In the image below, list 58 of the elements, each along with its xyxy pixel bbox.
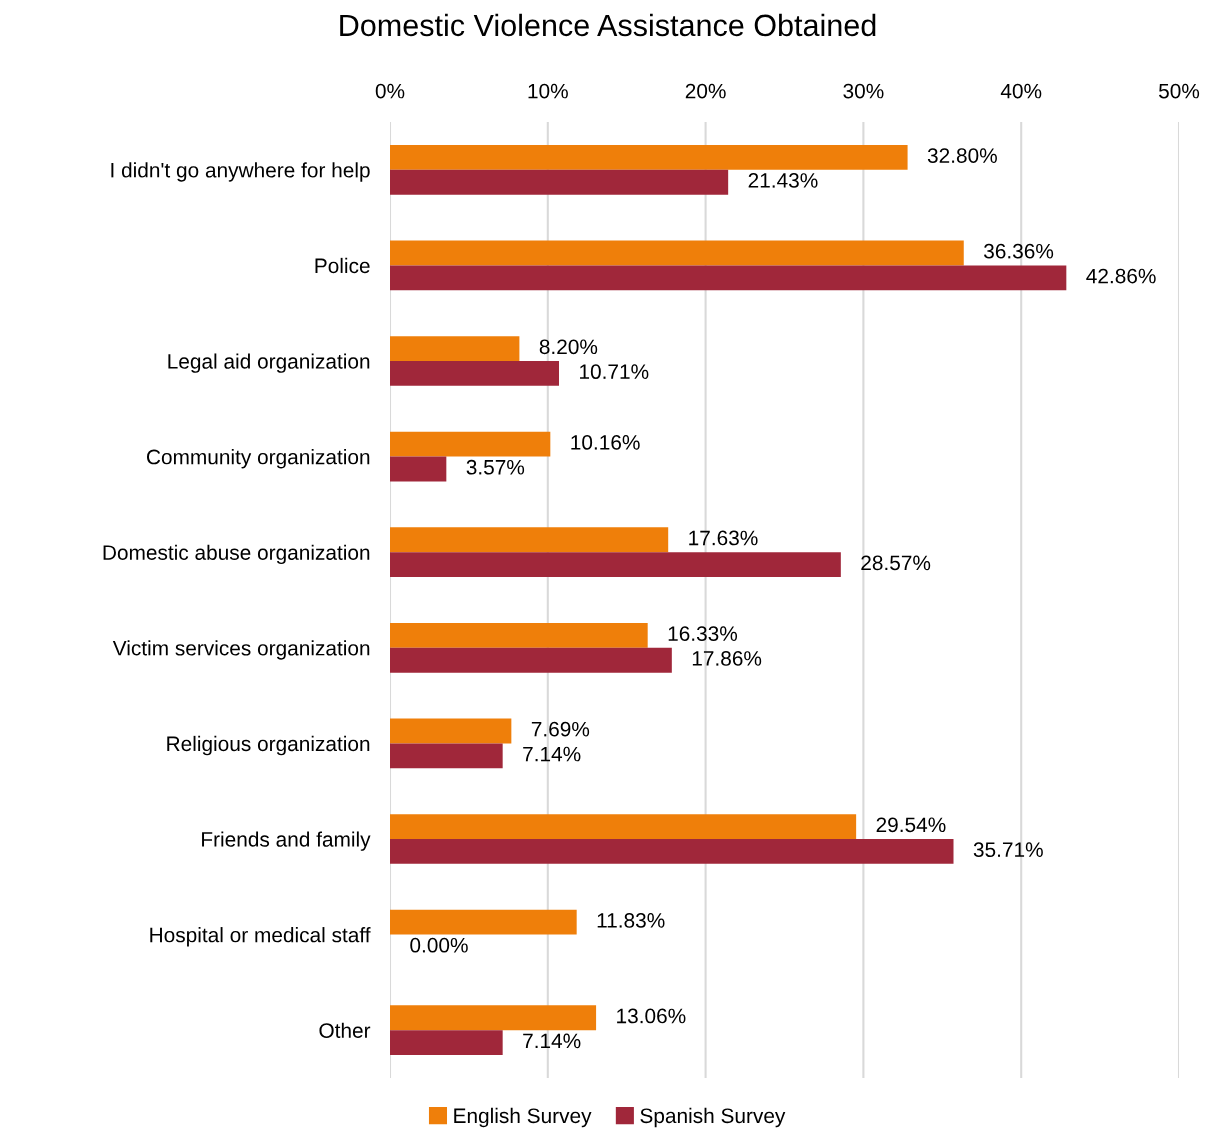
y-tick-label: Hospital or medical staff xyxy=(150,927,371,947)
y-tick-label: Domestic abuse organization xyxy=(103,544,370,565)
y-tick-label: Police xyxy=(315,257,370,274)
x-tick-label: 20% xyxy=(685,83,726,99)
bar xyxy=(390,622,648,648)
bar xyxy=(390,1005,597,1031)
data-label: 16.33% xyxy=(668,626,738,641)
bar xyxy=(390,431,551,457)
bar xyxy=(390,265,1067,291)
legend-label: Spanish Survey xyxy=(640,1107,786,1128)
bar xyxy=(390,909,577,935)
bar xyxy=(390,1030,503,1056)
bar xyxy=(390,456,447,482)
data-label: 10.71% xyxy=(580,364,649,380)
data-label: 42.86% xyxy=(1086,268,1156,284)
bar xyxy=(390,144,908,170)
y-tick-label: Friends and family xyxy=(202,831,371,851)
data-label: 8.20% xyxy=(539,339,598,355)
data-label: 36.36% xyxy=(984,243,1054,259)
data-label: 7.14% xyxy=(523,746,581,762)
data-label: 17.86% xyxy=(692,651,762,666)
data-label: 35.71% xyxy=(973,842,1043,858)
bar xyxy=(390,552,841,578)
bar xyxy=(390,169,729,195)
data-label: 11.83% xyxy=(597,913,665,928)
bar xyxy=(390,839,954,864)
y-tick-label: Religious organization xyxy=(167,735,370,756)
bar xyxy=(390,814,857,839)
bar xyxy=(390,743,503,769)
x-tick-label: 10% xyxy=(528,83,568,99)
bar xyxy=(390,647,672,673)
legend-label: English Survey xyxy=(454,1107,592,1128)
chart-title: Domestic Violence Assistance Obtained xyxy=(340,13,876,37)
x-tick-label: 0% xyxy=(375,83,405,99)
data-label: 7.69% xyxy=(531,721,590,737)
data-label: 28.57% xyxy=(861,555,931,571)
data-label: 3.57% xyxy=(466,459,525,475)
data-label: 17.63% xyxy=(689,530,758,546)
x-tick-label: 50% xyxy=(1158,83,1200,99)
y-tick-label: Community organization xyxy=(146,449,370,469)
data-label: 21.43% xyxy=(748,173,818,188)
data-label: 7.14% xyxy=(523,1033,581,1049)
bar xyxy=(390,718,512,744)
data-label: 10.16% xyxy=(571,435,640,450)
x-tick-label: 30% xyxy=(843,83,884,99)
bar xyxy=(390,240,964,266)
y-tick-label: Legal aid organization xyxy=(168,353,370,373)
y-tick-label: Other xyxy=(319,1022,371,1038)
y-tick-label: Victim services organization xyxy=(112,640,370,660)
bar xyxy=(390,527,669,553)
y-tick-label: I didn't go anywhere for help xyxy=(111,162,370,182)
data-label: 0.00% xyxy=(410,937,468,953)
x-tick-label: 40% xyxy=(1000,83,1042,99)
data-label: 13.06% xyxy=(617,1008,686,1024)
bar xyxy=(390,336,520,361)
data-label: 32.80% xyxy=(927,148,997,163)
data-label: 29.54% xyxy=(876,817,946,833)
bar xyxy=(390,361,559,386)
